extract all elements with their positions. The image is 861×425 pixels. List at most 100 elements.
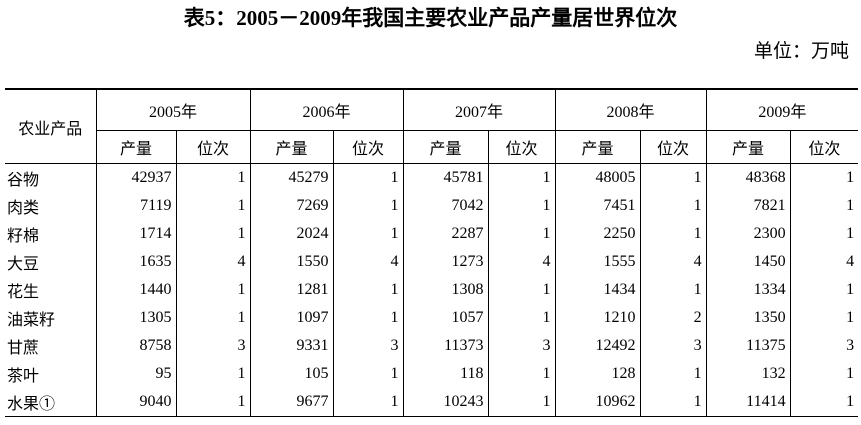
cell: 1714 — [95, 220, 177, 248]
row-label: 水果① — [5, 388, 97, 417]
cell: 12492 — [554, 332, 641, 360]
cell: 1 — [789, 163, 859, 192]
row-label: 茶叶 — [5, 360, 97, 388]
cell: 11373 — [402, 332, 489, 360]
cell: 1 — [639, 192, 707, 220]
cell: 45781 — [402, 163, 489, 192]
cell: 2287 — [402, 220, 489, 248]
cell: 10243 — [402, 388, 489, 417]
row-label: 大豆 — [5, 248, 97, 276]
cell: 1 — [175, 388, 251, 417]
cell: 1281 — [249, 276, 334, 304]
year-header: 2009年 — [705, 88, 859, 131]
table-row: 谷物 42937 1 45279 1 45781 1 48005 1 48368 1 — [5, 163, 859, 192]
cell: 1350 — [705, 304, 791, 332]
cell: 7119 — [95, 192, 177, 220]
cell: 2 — [639, 304, 707, 332]
year-header: 2007年 — [402, 88, 556, 131]
cell: 1334 — [705, 276, 791, 304]
cell: 1 — [789, 388, 859, 417]
sub-header: 位次 — [175, 130, 251, 164]
sub-header: 位次 — [487, 130, 556, 164]
cell: 4 — [332, 248, 404, 276]
cell: 1 — [332, 360, 404, 388]
table-row: 肉类 7119 1 7269 1 7042 1 7451 1 7821 1 — [5, 192, 859, 220]
cell: 3 — [332, 332, 404, 360]
sub-header: 产量 — [249, 130, 334, 164]
cell: 48368 — [705, 163, 791, 192]
year-header: 2006年 — [249, 88, 404, 131]
cell: 9331 — [249, 332, 334, 360]
cell: 42937 — [95, 163, 177, 192]
cell: 48005 — [554, 163, 641, 192]
row-label: 花生 — [5, 276, 97, 304]
unit: 单位：万吨 — [753, 41, 849, 62]
cell: 10962 — [554, 388, 641, 417]
cell: 2024 — [249, 220, 334, 248]
table-row: 油菜籽 1305 1 1097 1 1057 1 1210 2 1350 1 — [5, 304, 859, 332]
cell: 1 — [487, 220, 556, 248]
cell: 1555 — [554, 248, 641, 276]
cell: 1 — [487, 163, 556, 192]
cell: 2250 — [554, 220, 641, 248]
cell: 7042 — [402, 192, 489, 220]
sub-header: 位次 — [332, 130, 404, 164]
cell: 3 — [789, 332, 859, 360]
cell: 3 — [487, 332, 556, 360]
header-cell: 农业产品 — [5, 88, 97, 164]
cell: 1308 — [402, 276, 489, 304]
cell: 4 — [175, 248, 251, 276]
cell: 1 — [789, 360, 859, 388]
table-row: 甘蔗 8758 3 9331 3 11373 3 12492 3 11375 3 — [5, 332, 859, 360]
table-row: 茶叶 95 1 105 1 118 1 128 1 132 1 — [5, 360, 859, 388]
cell: 1 — [487, 304, 556, 332]
cell: 7269 — [249, 192, 334, 220]
cell: 1 — [639, 163, 707, 192]
cell: 105 — [249, 360, 334, 388]
cell: 11414 — [705, 388, 791, 417]
cell: 1 — [332, 192, 404, 220]
cell: 1 — [332, 304, 404, 332]
cell: 1057 — [402, 304, 489, 332]
sub-header: 产量 — [95, 130, 177, 164]
cell: 1 — [175, 276, 251, 304]
cell: 3 — [175, 332, 251, 360]
cell: 1 — [175, 163, 251, 192]
cell: 45279 — [249, 163, 334, 192]
cell: 1 — [487, 388, 556, 417]
cell: 1 — [639, 360, 707, 388]
title: 表5：2005－2009年我国主要农业产品产量居世界位次 — [183, 6, 678, 30]
table-row: 籽棉 1714 1 2024 1 2287 1 2250 1 2300 1 — [5, 220, 859, 248]
cell: 1 — [175, 304, 251, 332]
cell: 1 — [175, 360, 251, 388]
cell: 1 — [789, 304, 859, 332]
cell: 1305 — [95, 304, 177, 332]
cell: 1 — [639, 388, 707, 417]
cell: 8758 — [95, 332, 177, 360]
data-table: 农业产品 2005年 2006年 2007年 2008年 2009年 产量 位次 产量 位次 产量… — [5, 88, 859, 417]
cell: 1097 — [249, 304, 334, 332]
cell: 95 — [95, 360, 177, 388]
cell: 7451 — [554, 192, 641, 220]
cell: 1450 — [705, 248, 791, 276]
cell: 9677 — [249, 388, 334, 417]
row-label: 籽棉 — [5, 220, 97, 248]
cell: 1 — [332, 388, 404, 417]
cell: 1 — [639, 220, 707, 248]
cell: 1550 — [249, 248, 334, 276]
cell: 7821 — [705, 192, 791, 220]
cell: 11375 — [705, 332, 791, 360]
row-label: 谷物 — [5, 163, 97, 192]
cell: 1 — [789, 220, 859, 248]
table-row: 大豆 1635 4 1550 4 1273 4 1555 4 1450 4 — [5, 248, 859, 276]
row-label: 肉类 — [5, 192, 97, 220]
cell: 1 — [487, 276, 556, 304]
cell: 132 — [705, 360, 791, 388]
cell: 3 — [639, 332, 707, 360]
cell: 4 — [487, 248, 556, 276]
sub-header: 位次 — [789, 130, 859, 164]
cell: 1440 — [95, 276, 177, 304]
cell: 1 — [639, 276, 707, 304]
cell: 118 — [402, 360, 489, 388]
sub-header: 位次 — [639, 130, 707, 164]
